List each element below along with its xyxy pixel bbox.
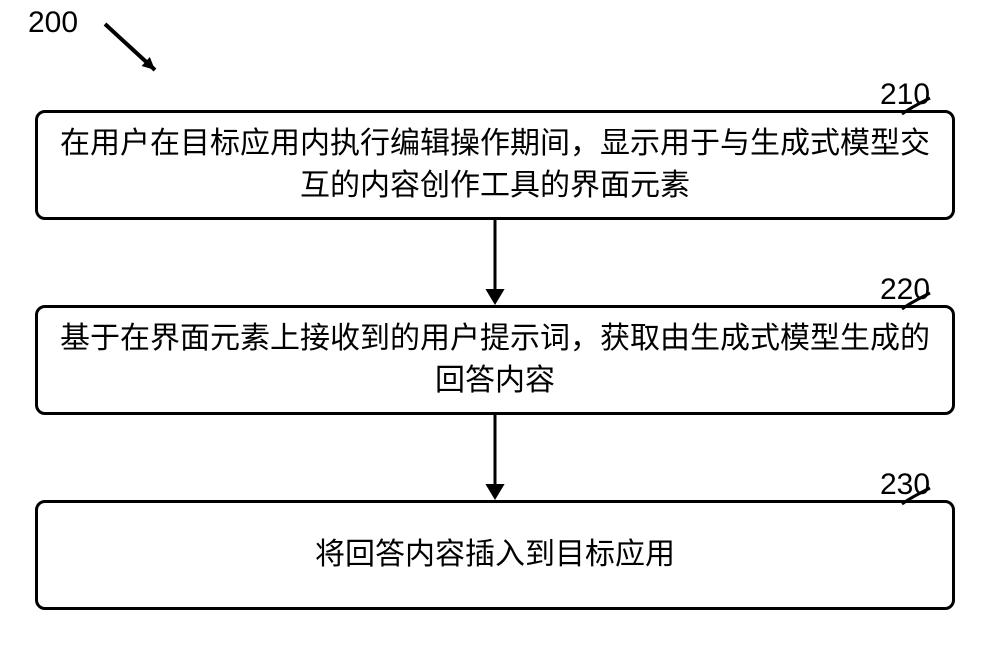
flow-step-220-text: 基于在界面元素上接收到的用户提示词，获取由生成式模型生成的回答内容 <box>58 318 932 402</box>
step-label-220: 220 <box>880 273 930 307</box>
flow-step-210-text: 在用户在目标应用内执行编辑操作期间，显示用于与生成式模型交互的内容创作工具的界面… <box>58 123 932 207</box>
step-label-230: 230 <box>880 468 930 502</box>
flow-step-210: 在用户在目标应用内执行编辑操作期间，显示用于与生成式模型交互的内容创作工具的界面… <box>35 110 955 220</box>
flowchart-canvas: 200 在用户在目标应用内执行编辑操作期间，显示用于与生成式模型交互的内容创作工… <box>0 0 1000 655</box>
figure-number-label: 200 <box>28 6 78 40</box>
flow-step-220: 基于在界面元素上接收到的用户提示词，获取由生成式模型生成的回答内容 <box>35 305 955 415</box>
flow-step-230: 将回答内容插入到目标应用 <box>35 500 955 610</box>
step-label-210: 210 <box>880 78 930 112</box>
flow-step-230-text: 将回答内容插入到目标应用 <box>315 534 675 576</box>
